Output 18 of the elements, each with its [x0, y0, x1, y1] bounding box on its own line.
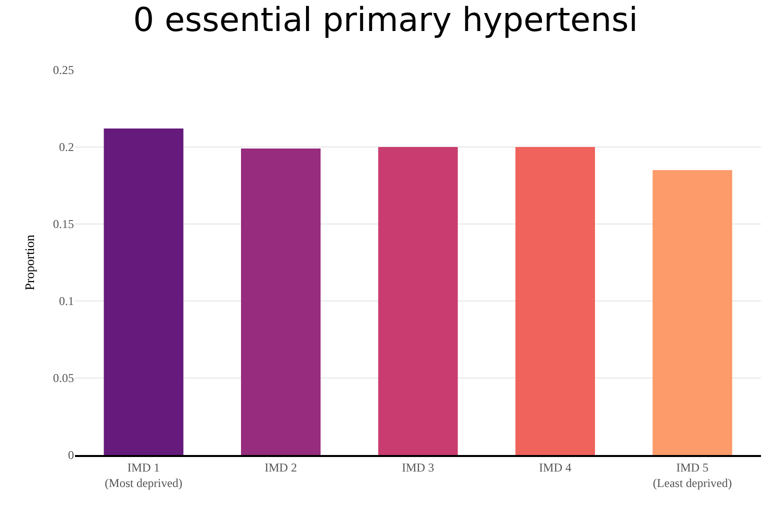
bar: [515, 147, 595, 455]
y-tick-label: 0: [68, 448, 74, 462]
x-tick-label: IMD 5 (Least deprived): [652, 460, 732, 490]
y-tick-label: 0.05: [53, 371, 74, 386]
x-tick-label: IMD 4: [539, 460, 572, 474]
bar: [241, 148, 321, 455]
bar: [104, 128, 184, 455]
x-tick-label: IMD 1 (Most deprived): [104, 460, 182, 490]
x-tick-label: IMD 3: [402, 460, 434, 474]
y-axis-title: Proportion: [22, 234, 37, 290]
y-tick-label: 0.2: [59, 140, 74, 154]
chart-title: 0 essential primary hypertensi: [133, 0, 638, 39]
bar: [378, 147, 458, 455]
y-tick-label: 0.15: [53, 217, 74, 232]
y-tick-label: 0.25: [53, 63, 74, 78]
x-tick-label: IMD 2: [264, 460, 297, 474]
y-tick-label: 0.1: [59, 294, 74, 308]
bar: [652, 170, 732, 455]
